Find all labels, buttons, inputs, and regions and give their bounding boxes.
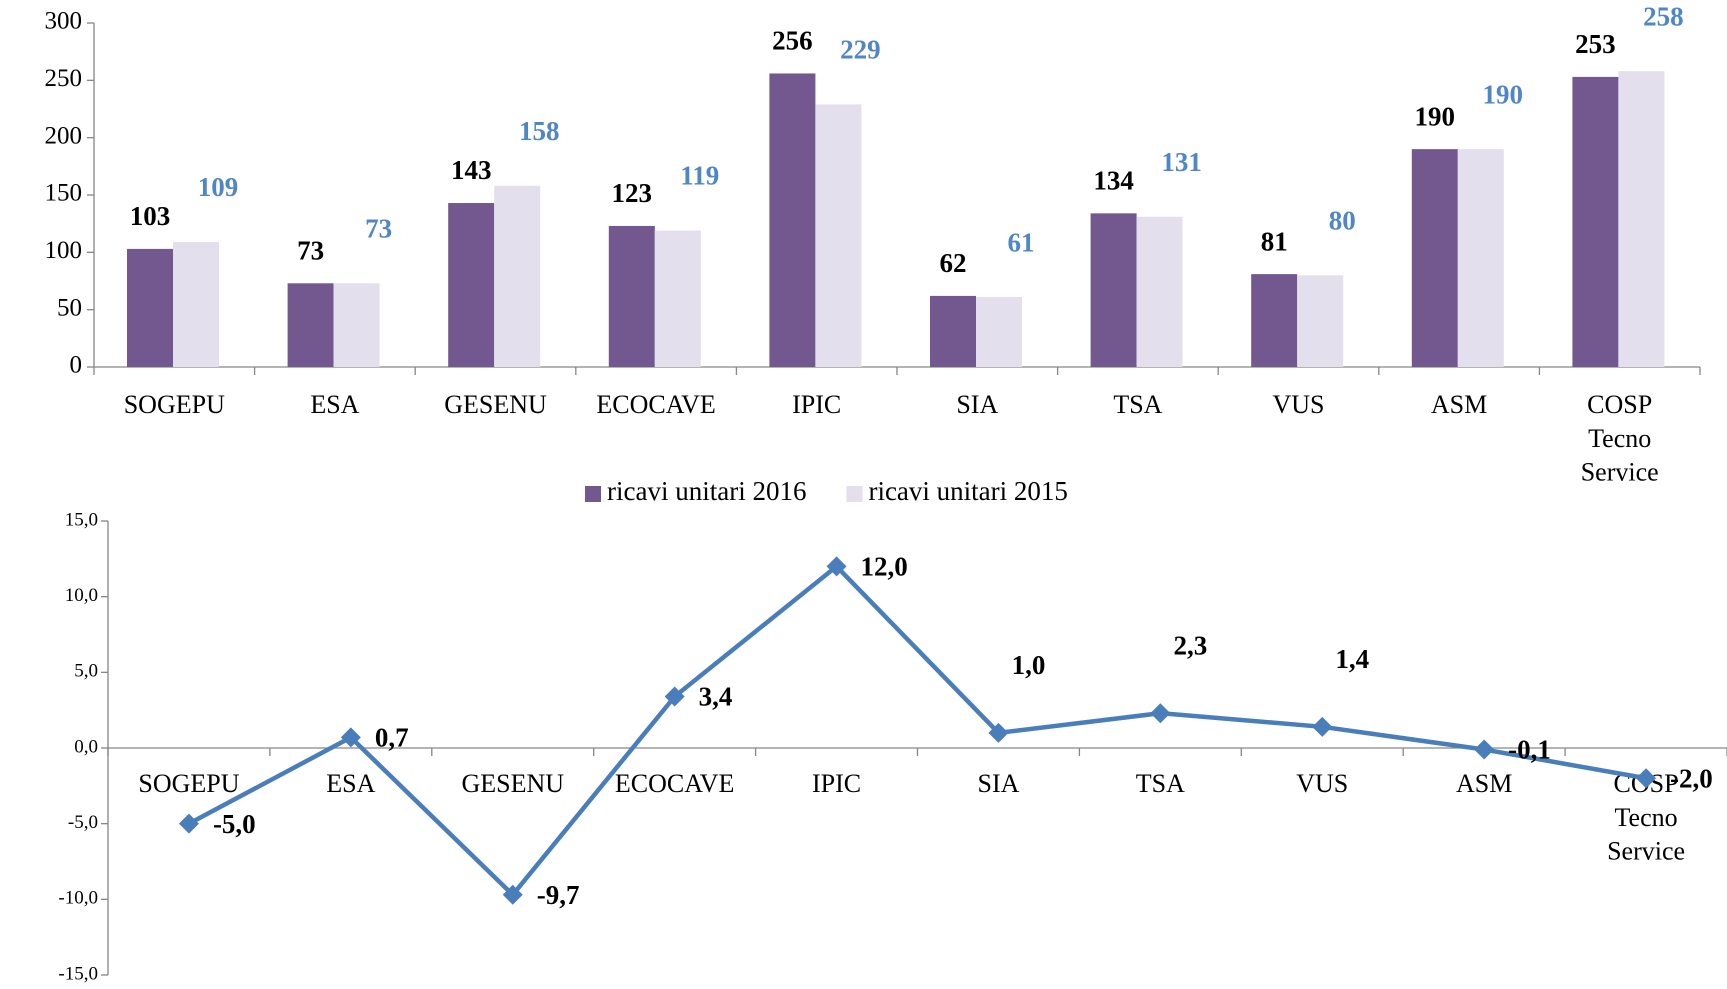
bar (173, 242, 219, 367)
data-label: 258 (1643, 1, 1684, 31)
x-tick-label: SIA (956, 390, 998, 419)
data-label: -9,7 (537, 880, 580, 910)
y-tick-label: -5,0 (68, 812, 98, 833)
marker (988, 722, 1009, 743)
bar (815, 104, 862, 367)
bar (1572, 76, 1619, 367)
data-label: 229 (840, 35, 881, 65)
x-tick-label: IPIC (812, 769, 861, 798)
x-tick-label: ECOCAVE (596, 390, 715, 419)
y-tick-label: 100 (45, 237, 83, 264)
data-label: 62 (940, 248, 967, 278)
line (187, 563, 1647, 899)
bar (1457, 149, 1504, 367)
bar (127, 248, 173, 367)
x-tick-label: GESENU (444, 390, 547, 419)
y-tick-label: -15,0 (58, 963, 98, 984)
x-tick-label: TSA (1113, 390, 1162, 419)
marker (1636, 768, 1657, 789)
data-label: 190 (1483, 79, 1524, 109)
data-label: 0,7 (375, 723, 409, 753)
data-label: 253 (1575, 29, 1616, 59)
bar (448, 203, 495, 367)
bar (608, 225, 655, 367)
marker (826, 556, 847, 577)
legend-label: ricavi unitari 2016 (607, 476, 806, 506)
data-label: 73 (297, 235, 324, 265)
data-label: -0,1 (1508, 735, 1551, 765)
y-tick-label: 300 (45, 8, 83, 35)
legend-swatch (585, 486, 601, 502)
y-tick-label: -10,0 (58, 888, 98, 909)
marker (664, 686, 685, 707)
y-tick-label: 0 (70, 352, 83, 379)
y-tick-label: 10,0 (65, 585, 98, 606)
marker (1312, 716, 1333, 737)
bar (769, 73, 816, 367)
data-label: 109 (198, 172, 239, 202)
marker (340, 727, 361, 748)
x-tick-label: ESA (310, 390, 359, 419)
bar (1251, 274, 1298, 367)
y-tick-label: 50 (57, 294, 82, 321)
x-tick-label: GESENU (461, 769, 564, 798)
data-label: 158 (519, 116, 560, 146)
data-label: 73 (365, 213, 392, 243)
bar (333, 283, 380, 367)
data-label: 3,4 (699, 682, 733, 712)
data-label: 1,4 (1335, 644, 1369, 674)
data-label: 256 (772, 26, 813, 56)
legend-swatch (846, 486, 863, 502)
bar (930, 295, 976, 367)
data-label: 103 (130, 201, 171, 231)
data-label: 2,3 (1173, 630, 1207, 660)
bar (976, 297, 1022, 367)
marker (1474, 739, 1495, 760)
marker (502, 884, 523, 905)
data-label: 1,0 (1012, 650, 1046, 680)
marker (178, 813, 199, 834)
data-label: 131 (1161, 147, 1202, 177)
data-label: 123 (612, 178, 653, 208)
y-tick-label: 15,0 (65, 509, 98, 530)
bar (494, 185, 541, 367)
bar (654, 230, 701, 367)
bar (1297, 275, 1344, 367)
legend-label: ricavi unitari 2015 (868, 476, 1067, 506)
data-label: -5,0 (213, 809, 256, 839)
bar (1090, 213, 1137, 367)
data-label: 12,0 (861, 552, 908, 582)
x-tick-label: VUS (1272, 390, 1324, 419)
data-label: 81 (1261, 226, 1288, 256)
x-tick-label: ASM (1456, 769, 1512, 798)
data-label: 119 (680, 161, 719, 191)
data-label: 190 (1415, 101, 1456, 131)
x-tick-label: TSA (1136, 769, 1185, 798)
data-label: 80 (1329, 205, 1356, 235)
y-tick-label: 200 (45, 122, 83, 149)
x-tick-label: IPIC (792, 390, 841, 419)
bar (1136, 216, 1183, 367)
x-tick-label: SOGEPU (124, 390, 225, 419)
x-tick-label: SIA (977, 769, 1019, 798)
x-tick-label: ESA (326, 769, 375, 798)
marker (1150, 703, 1171, 724)
y-tick-label: 150 (45, 180, 83, 207)
y-tick-label: 250 (45, 65, 83, 92)
data-label: 143 (451, 155, 492, 185)
x-tick-label: ECOCAVE (615, 769, 734, 798)
x-tick-label: SOGEPU (138, 769, 239, 798)
x-tick-label: VUS (1296, 769, 1348, 798)
x-tick-label: ASM (1431, 390, 1487, 419)
y-tick-label: 0,0 (74, 736, 98, 757)
y-tick-label: 5,0 (74, 661, 98, 682)
bar (287, 283, 334, 367)
bar (1618, 71, 1665, 367)
data-label: 61 (1008, 227, 1035, 257)
data-label: -2,0 (1670, 763, 1713, 793)
data-label: 134 (1093, 166, 1134, 196)
bar (1411, 149, 1458, 367)
